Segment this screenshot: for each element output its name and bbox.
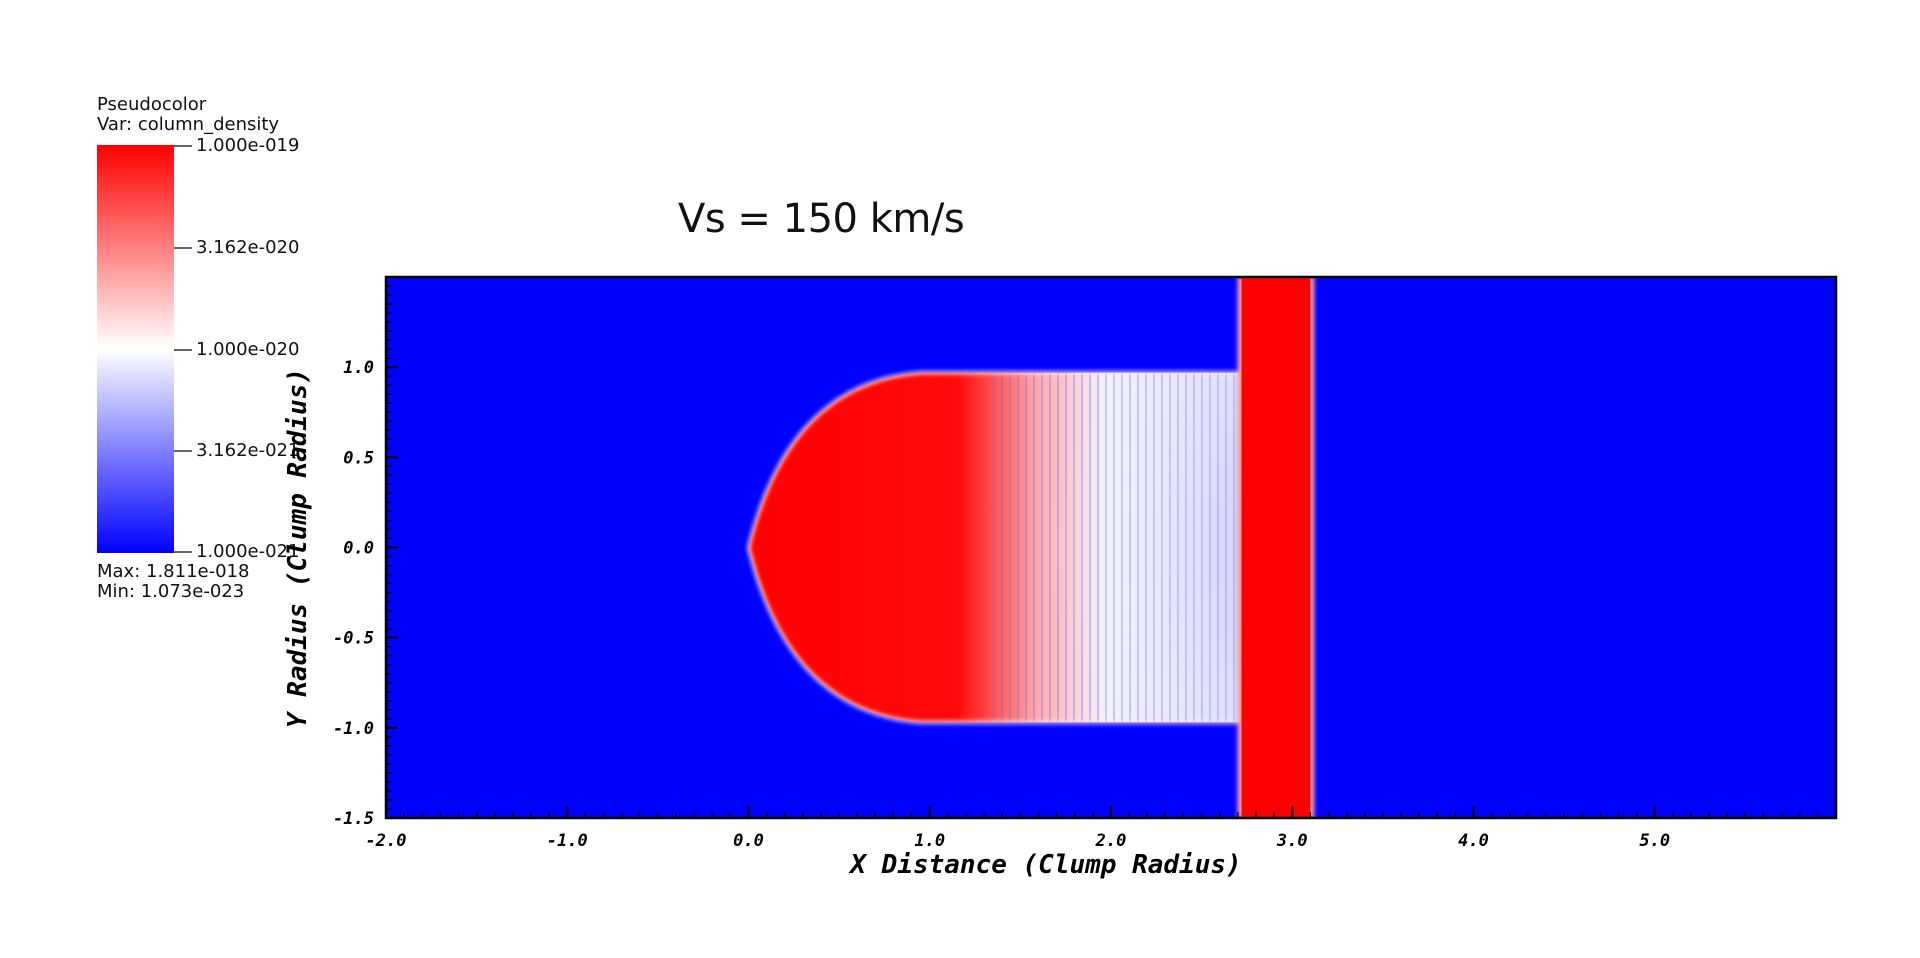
colorbar-gradient <box>97 145 174 553</box>
clump-ripples <box>993 372 1247 723</box>
colorbar-tick-label: 3.162e-021 <box>196 440 300 461</box>
legend-variable: Var: column_density <box>97 114 280 135</box>
colorbar-legend: Pseudocolor Var: column_density 1.000e-0… <box>0 0 360 620</box>
colorbar-tick-label: 1.000e-019 <box>196 135 300 156</box>
x-tick-label: -2.0 <box>366 831 407 851</box>
colorbar-tick-marks <box>174 145 192 553</box>
y-tick-label: 1.0 <box>343 358 374 378</box>
clump-edge <box>746 371 1249 724</box>
y-axis: 1.0 0.5 0.0 -0.5 -1.0 -1.5 <box>333 276 398 829</box>
y-tick-label: -1.5 <box>333 809 374 829</box>
x-tick-label: 1.0 <box>914 831 945 851</box>
x-axis: -2.0 -1.0 0.0 1.0 2.0 3.0 4.0 5.0 <box>366 806 1837 851</box>
legend-max: Max: 1.811e-018 <box>97 561 250 582</box>
legend-min: Min: 1.073e-023 <box>97 581 245 602</box>
y-tick-label: 0.5 <box>343 448 374 468</box>
y-tick-label: -0.5 <box>333 629 374 649</box>
chart-title: Vs = 150 km/s <box>678 196 965 242</box>
x-tick-label: 5.0 <box>1639 831 1670 851</box>
x-tick-label: 0.0 <box>733 831 764 851</box>
y-tick-label: 0.0 <box>343 539 374 559</box>
plot-area <box>386 277 1836 818</box>
y-tick-label: -1.0 <box>333 719 374 739</box>
x-tick-label: -1.0 <box>547 831 588 851</box>
shock-band <box>1241 277 1311 818</box>
colorbar-tick-label: 3.162e-020 <box>196 237 300 258</box>
colorbar-tick-label: 1.000e-020 <box>196 339 300 360</box>
x-tick-label: 4.0 <box>1458 831 1489 851</box>
y-axis-label: Y Radius (Clump Radius) <box>283 368 313 728</box>
colorbar-svg <box>97 145 192 553</box>
x-tick-label: 3.0 <box>1276 831 1308 851</box>
x-tick-label: 2.0 <box>1095 831 1127 851</box>
colorbar-tick-label: 1.000e-021 <box>196 541 300 562</box>
x-axis-label: X Distance (Clump Radius) <box>848 850 1241 880</box>
legend-title: Pseudocolor <box>97 94 207 115</box>
